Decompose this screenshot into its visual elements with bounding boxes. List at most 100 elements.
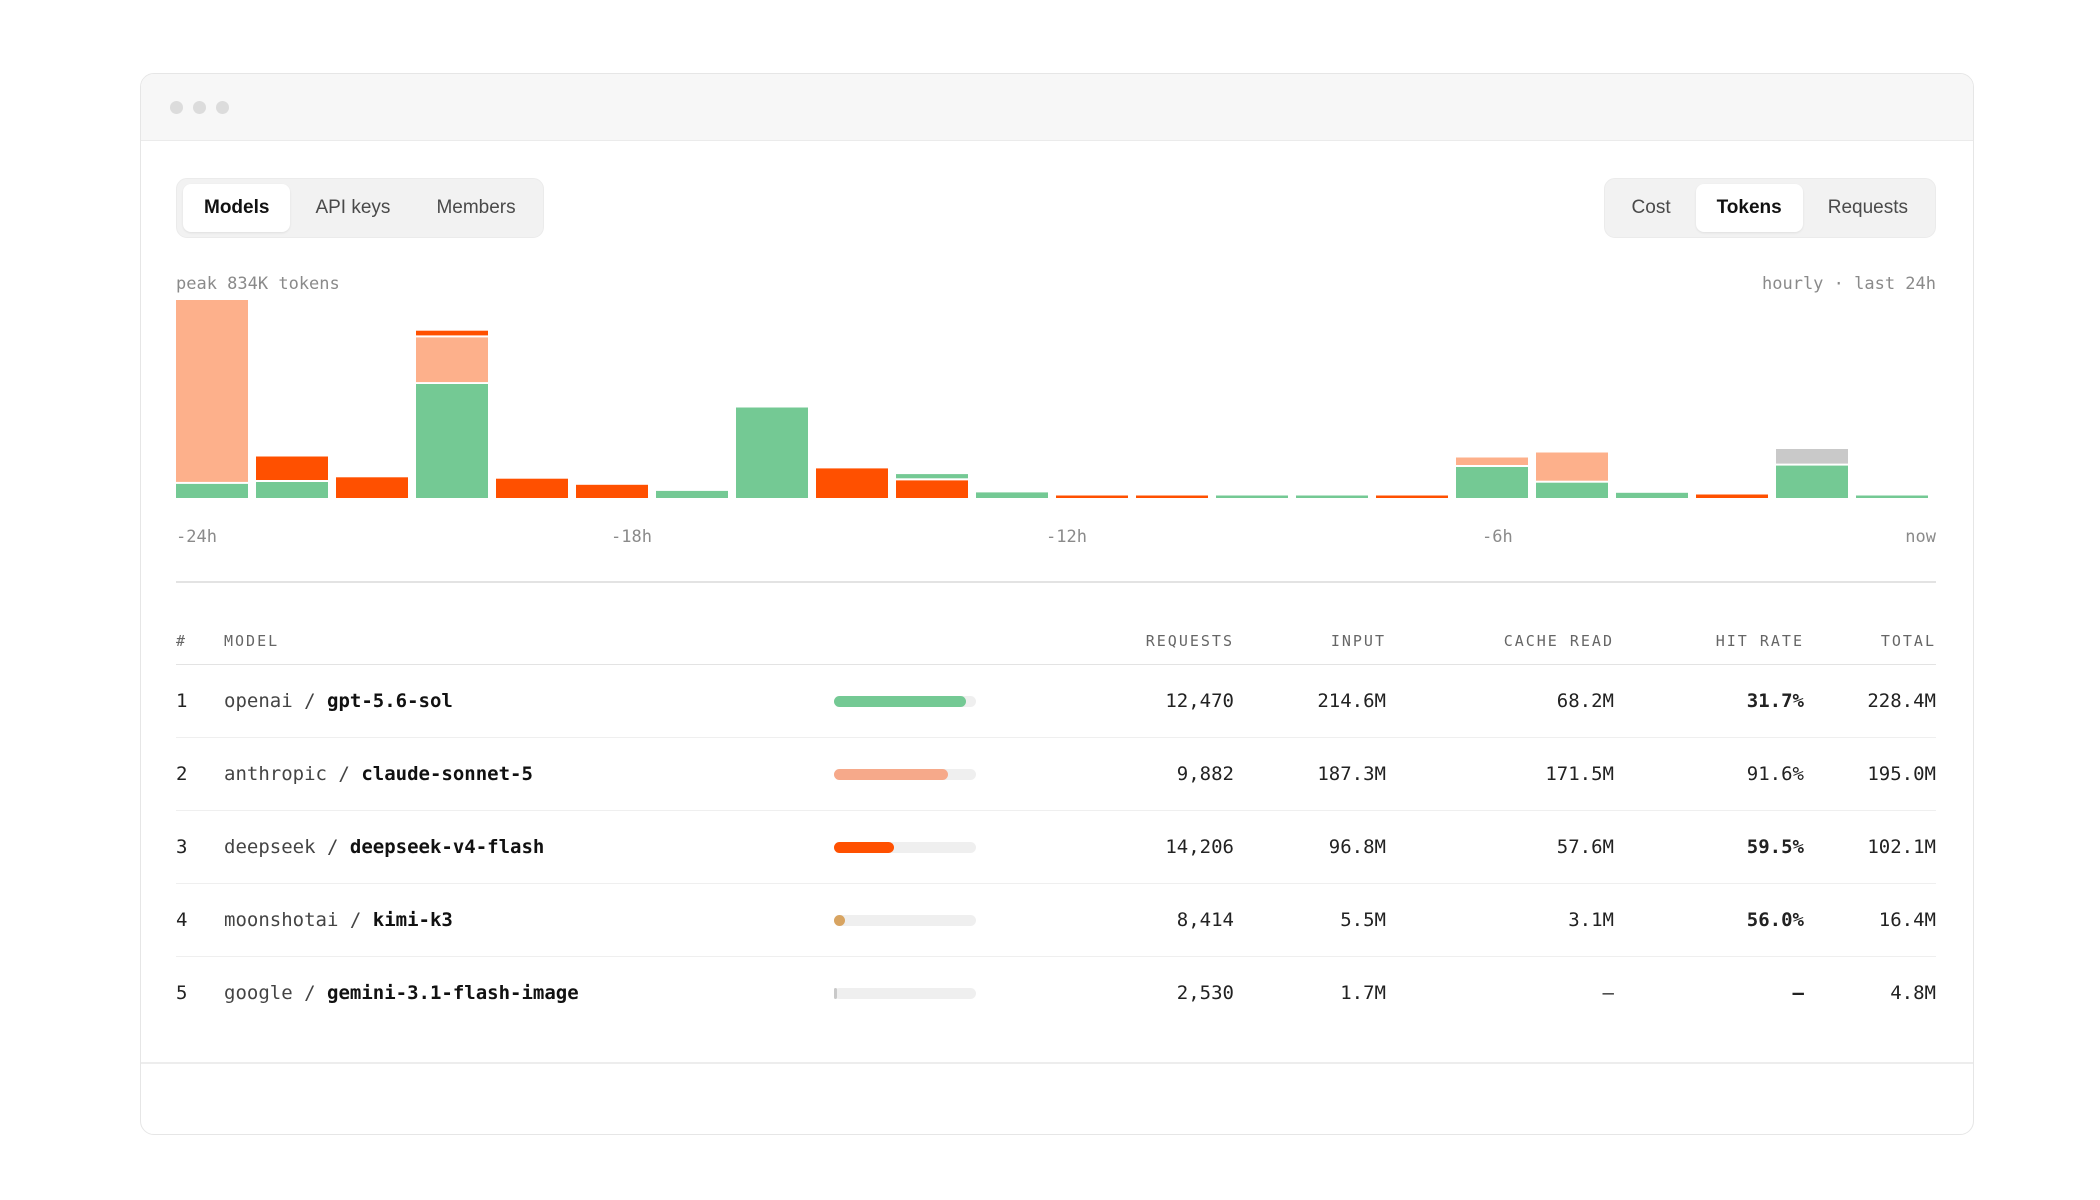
tab-api-keys[interactable]: API keys [315,197,391,218]
table-row[interactable]: 4 moonshotai / kimi-k3 8,414 5.5M 3.1M 56.0% 1… [176,883,1936,957]
chart-bar-segment[interactable] [1376,495,1448,499]
model-cell[interactable]: moonshotai / kimi-k3 [224,883,834,957]
chart-bar-segment[interactable] [256,456,328,481]
chart-bar-segment[interactable] [496,478,568,498]
chart-bar-segment[interactable] [1856,495,1928,499]
table-row[interactable]: 5 google / gemini-3.1-flash-image 2,530 1.7… [176,957,1936,1030]
model-name: gpt-5.6-sol [327,690,453,712]
chart-bar-segment[interactable] [976,492,1048,498]
model-separator: / [326,836,339,858]
col-header-model[interactable]: MODEL [224,618,834,665]
cache-read-value: — [1602,982,1614,1004]
total-value: 195.0M [1804,737,1936,811]
window-control-dot[interactable] [216,100,229,114]
chart-bar-segment[interactable] [416,330,488,336]
window-control-dot[interactable] [170,100,183,114]
chart-bar-segment[interactable] [1456,467,1528,498]
toggle-cost[interactable]: Cost [1631,197,1671,218]
model-cell[interactable]: google / gemini-3.1-flash-image [224,957,834,1030]
chart-bar-segment[interactable] [1216,495,1288,499]
total-value: 228.4M [1804,664,1936,738]
hit-rate-value: 91.6% [1614,737,1804,811]
usage-bar-fill [834,696,967,707]
requests-value: 14,206 [1074,810,1234,884]
chart-bar-segment[interactable] [1776,449,1848,464]
window-control-dot[interactable] [193,100,206,114]
chart-bar-segment[interactable] [576,484,648,498]
chart-bar-segment[interactable] [1616,492,1688,498]
hit-rate-value: 59.5% [1614,810,1804,884]
model-cell[interactable]: deepseek / deepseek-v4-flash [224,810,834,884]
chart-bar-segment[interactable] [1296,495,1368,499]
row-index: 3 [176,810,224,884]
table-row[interactable]: 1 openai / gpt-5.6-sol 12,470 214.6M 68.2M 31… [176,664,1936,738]
cache-read-value: 57.6M [1386,810,1614,884]
col-header-cache-read[interactable]: CACHE READ [1386,618,1614,665]
tab-models[interactable]: Models [183,184,291,232]
total-value: 4.8M [1890,982,1936,1004]
model-cell[interactable]: openai / gpt-5.6-sol [224,664,834,738]
usage-bar-track [834,842,976,853]
model-provider: moonshotai [224,909,339,931]
col-header-usage-bar [834,618,1074,665]
usage-bar-cell [834,810,1074,884]
chart-bar-segment[interactable] [256,482,328,498]
chart-bar-segment[interactable] [1136,495,1208,499]
col-header-input[interactable]: INPUT [1234,618,1386,665]
model-provider: anthropic [224,763,327,785]
usage-bar-cell [834,957,1074,1030]
hit-rate-value: — [1792,982,1804,1004]
cache-read-value: 68.2M [1386,664,1614,738]
usage-bar-track [834,769,976,780]
cache-read-value: 171.5M [1386,737,1614,811]
chart-bar-segment[interactable] [1056,495,1128,499]
x-tick-label: -18h [611,527,652,547]
chart-bar-segment[interactable] [176,300,248,482]
chart-peak-label: peak 834K tokens [176,274,340,294]
chart-bar-segment[interactable] [656,490,728,498]
toggle-tokens[interactable]: Tokens [1695,184,1803,232]
usage-bar-fill [834,769,948,780]
usage-bar-track [834,988,976,999]
requests-value: 9,882 [1074,737,1234,811]
requests-value: 12,470 [1074,664,1234,738]
chart-bar-segment[interactable] [1536,482,1608,498]
chart-bar-segment[interactable] [1536,452,1608,481]
chart-bar-segment[interactable] [816,468,888,498]
col-header-requests[interactable]: REQUESTS [1074,618,1234,665]
model-separator: / [338,763,350,785]
input-value: 5.5M [1234,883,1386,957]
chart-bar-segment[interactable] [336,477,408,498]
col-header-hit-rate[interactable]: HIT RATE [1614,618,1804,665]
chart-bar-segment[interactable] [1696,494,1768,499]
chart-bar-segment[interactable] [416,337,488,383]
usage-bar-track [834,915,976,926]
chart-bar-segment[interactable] [1776,465,1848,498]
table-row[interactable]: 3 deepseek / deepseek-v4-flash 14,206 96.8M… [176,810,1936,884]
row-index: 2 [176,737,224,811]
chart-bar-segment[interactable] [1456,457,1528,466]
chart-svg [176,300,1928,499]
input-value: 96.8M [1234,810,1386,884]
usage-bar-cell [834,737,1074,811]
col-header-total[interactable]: TOTAL [1804,618,1936,665]
tab-members[interactable]: Members [436,197,516,218]
table-header-row: # MODEL REQUESTS INPUT CACHE READ HIT RA… [176,618,1936,665]
chart-bar-segment[interactable] [896,474,968,479]
chart-bar-segment[interactable] [736,407,808,499]
chart-bar-segment[interactable] [896,480,968,498]
chart-bar-segment[interactable] [416,384,488,498]
x-tick-label: now [1905,527,1936,547]
usage-bar-track [834,696,976,707]
row-index: 5 [176,982,188,1004]
model-cell[interactable]: anthropic / claude-sonnet-5 [224,737,834,811]
col-header-index: # [176,618,224,665]
requests-value: 8,414 [1074,883,1234,957]
chart-bar-segment[interactable] [176,483,248,498]
toggle-requests[interactable]: Requests [1827,197,1908,218]
usage-bar-fill [834,842,894,853]
model-name: gemini-3.1-flash-image [327,982,579,1004]
usage-bar-fill [834,915,845,926]
section-divider [176,581,1936,583]
table-row[interactable]: 2 anthropic / claude-sonnet-5 9,882 187.3M 1… [176,737,1936,811]
